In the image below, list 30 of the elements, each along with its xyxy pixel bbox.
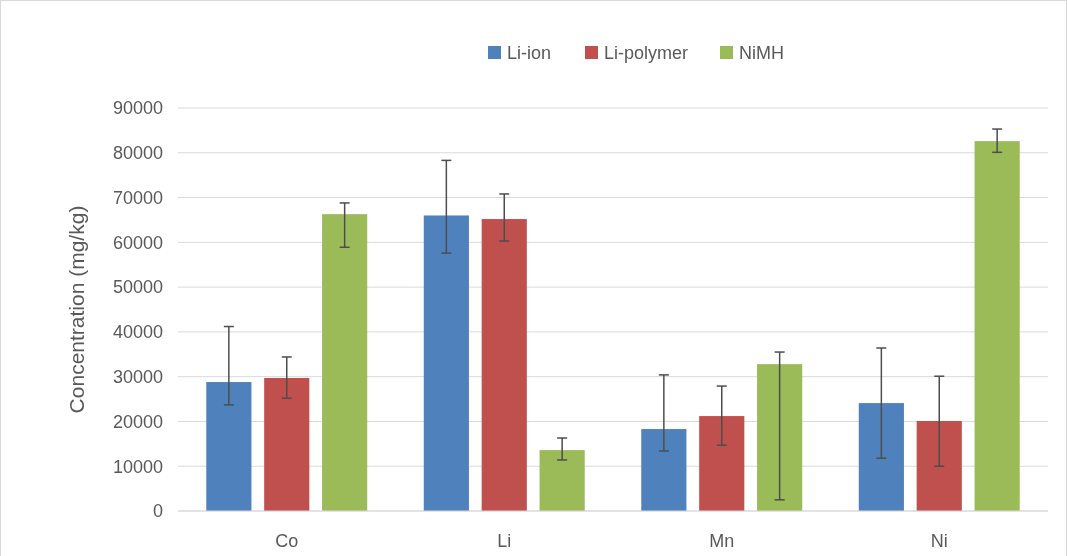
y-tick-label: 0	[152, 501, 163, 522]
x-tick-label: Mn	[709, 531, 735, 551]
bar	[916, 421, 962, 511]
x-tick-label: Ni	[930, 531, 948, 551]
y-tick-label: 10000	[112, 456, 163, 477]
y-tick-label: 70000	[112, 187, 163, 208]
bar	[641, 429, 687, 511]
bar	[206, 382, 252, 511]
y-tick-label: 50000	[112, 277, 163, 298]
y-axis-title: Concentration (mg/kg)	[65, 205, 88, 414]
y-tick-label: 30000	[112, 366, 163, 387]
y-tick-label: 80000	[112, 143, 163, 164]
legend-label: NiMH	[739, 43, 784, 64]
x-tick-label: Li	[497, 531, 512, 551]
bar	[423, 215, 469, 511]
x-tick-label: Co	[275, 531, 299, 551]
y-tick-label: 60000	[112, 232, 163, 253]
bar	[539, 450, 585, 511]
y-tick-label: 20000	[112, 411, 163, 432]
bar	[699, 416, 745, 511]
bar	[264, 378, 310, 511]
bar	[757, 364, 803, 511]
y-tick-label: 40000	[112, 322, 163, 343]
y-tick-label: 90000	[112, 98, 163, 119]
bar	[481, 219, 527, 511]
legend-label: Li-ion	[507, 43, 552, 64]
bar	[858, 403, 904, 511]
legend-label: Li-polymer	[604, 43, 689, 64]
bar	[974, 141, 1020, 511]
bar	[322, 214, 368, 511]
